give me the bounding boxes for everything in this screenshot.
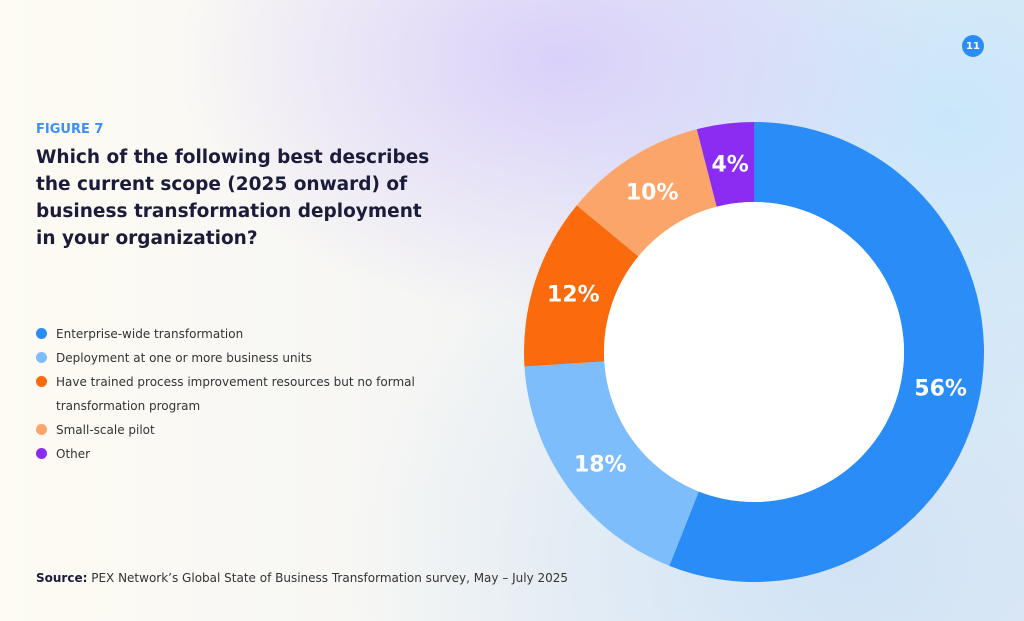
legend-item: Have trained process improvement resourc… xyxy=(36,370,436,418)
source-text: PEX Network’s Global State of Business T… xyxy=(87,571,569,585)
source-note: Source: PEX Network’s Global State of Bu… xyxy=(36,571,568,585)
chart-title: Which of the following best describes th… xyxy=(36,147,430,249)
source-label: Source: xyxy=(36,571,88,585)
legend-label: Enterprise-wide transformation xyxy=(56,327,244,341)
data-label: 12% xyxy=(547,282,600,307)
legend-swatch xyxy=(36,376,47,387)
legend-label: Deployment at one or more business units xyxy=(56,351,312,365)
data-label: 18% xyxy=(574,453,627,478)
legend-swatch xyxy=(36,448,47,459)
data-label: 56% xyxy=(914,377,967,402)
legend-item: Deployment at one or more business units xyxy=(36,346,436,370)
legend-item: Small-scale pilot xyxy=(36,418,436,442)
legend: Enterprise-wide transformation Deployment… xyxy=(36,322,436,466)
data-label: 4% xyxy=(712,152,749,177)
donut-slice xyxy=(669,122,985,582)
donut-slice xyxy=(524,205,639,367)
legend-item: Enterprise-wide transformation xyxy=(36,322,436,346)
data-label: 10% xyxy=(626,181,679,206)
legend-swatch xyxy=(36,352,47,363)
donut-slice xyxy=(524,361,699,566)
donut-slice xyxy=(696,122,754,207)
page-number-badge: 11 xyxy=(962,35,984,57)
legend-label: Small-scale pilot xyxy=(56,423,155,437)
legend-item: Other xyxy=(36,442,436,466)
donut-slice xyxy=(576,129,717,257)
legend-swatch xyxy=(36,328,47,339)
legend-swatch xyxy=(36,424,47,435)
legend-label: Have trained process improvement resourc… xyxy=(56,375,415,413)
donut-hole xyxy=(604,202,904,502)
legend-label: Other xyxy=(56,447,91,461)
figure-label: FIGURE 7 xyxy=(36,122,104,137)
